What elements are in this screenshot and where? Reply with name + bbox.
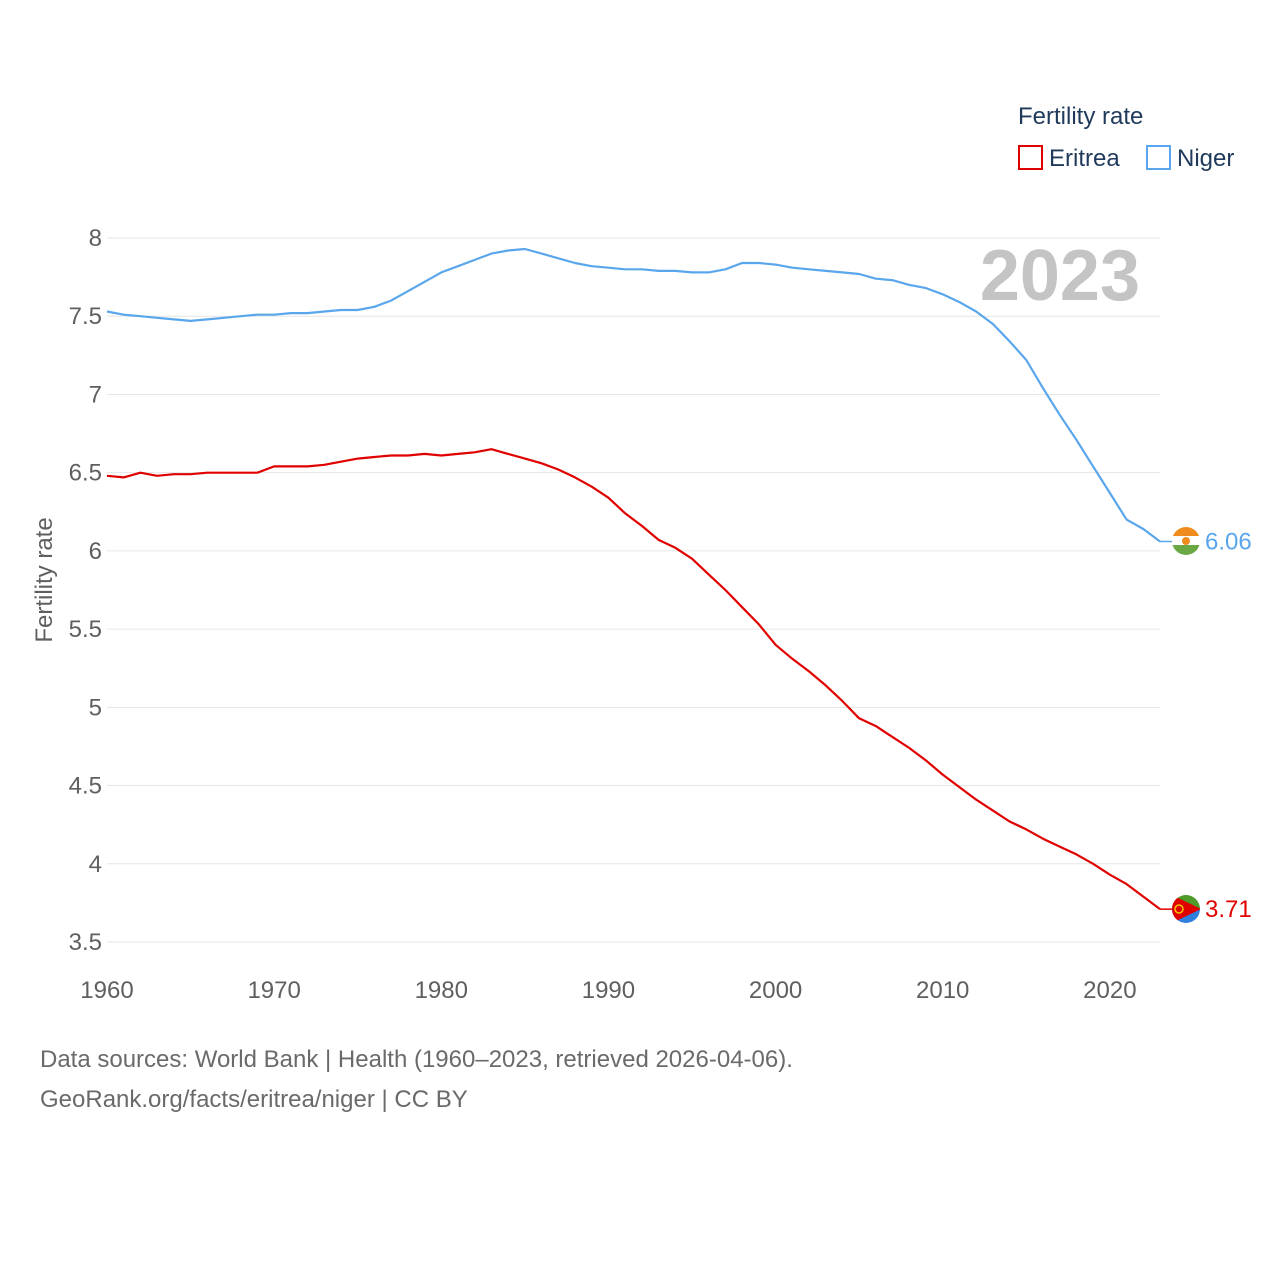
legend-item-niger[interactable]: Niger <box>1146 145 1234 172</box>
y-axis-ticks: 3.5 4 4.5 5 5.5 6 6.5 7 7.5 8 <box>69 225 102 956</box>
x-tick-label: 1980 <box>415 977 468 1004</box>
y-tick-label: 6.5 <box>69 460 102 487</box>
gridlines <box>107 237 1160 943</box>
y-tick-label: 3.5 <box>69 929 102 956</box>
footer: Data sources: World Bank | Health (1960–… <box>40 1040 793 1120</box>
legend-item-eritrea[interactable]: Eritrea <box>1018 145 1120 172</box>
y-tick-label: 4.5 <box>69 773 102 800</box>
series-line-niger <box>106 247 1161 543</box>
fertility-line-chart: Fertility rate Eritrea Niger 3.5 4 4.5 5 5.5… <box>31 103 1252 1004</box>
legend-swatch-niger <box>1146 145 1171 170</box>
y-tick-label: 7 <box>89 381 102 408</box>
x-tick-label: 2000 <box>749 977 802 1004</box>
x-tick-label: 1960 <box>80 977 133 1004</box>
legend-title: Fertility rate <box>1018 103 1143 130</box>
series-line-eritrea <box>106 448 1161 910</box>
y-tick-label: 5.5 <box>69 616 102 643</box>
x-tick-label: 1990 <box>582 977 635 1004</box>
x-tick-label: 1970 <box>247 977 300 1004</box>
y-tick-label: 8 <box>89 225 102 252</box>
y-tick-label: 5 <box>89 694 102 721</box>
legend-label-niger: Niger <box>1177 145 1234 172</box>
y-axis-label: Fertility rate <box>31 517 58 642</box>
series: 3.71 6.06 <box>106 247 1252 923</box>
y-tick-label: 4 <box>89 851 102 878</box>
x-axis-ticks: 1960 1970 1980 1990 2000 2010 2020 <box>80 977 1136 1004</box>
data-sources-note: Data sources: World Bank | Health (1960–… <box>40 1046 793 1073</box>
legend-swatch-eritrea <box>1018 145 1043 170</box>
y-tick-label: 6 <box>89 538 102 565</box>
attribution-link[interactable]: GeoRank.org/facts/eritrea/niger | CC BY <box>40 1086 468 1113</box>
legend-label-eritrea: Eritrea <box>1049 145 1120 172</box>
niger-flag-icon <box>1172 527 1200 555</box>
year-watermark: 2023 <box>980 236 1140 316</box>
y-tick-label: 7.5 <box>69 303 102 330</box>
end-value-label-eritrea: 3.71 <box>1205 896 1252 923</box>
eritrea-flag-icon <box>1172 895 1200 923</box>
end-value-label-niger: 6.06 <box>1205 529 1252 556</box>
x-tick-label: 2010 <box>916 977 969 1004</box>
legend: Fertility rate Eritrea Niger <box>1018 103 1234 172</box>
x-tick-label: 2020 <box>1083 977 1136 1004</box>
